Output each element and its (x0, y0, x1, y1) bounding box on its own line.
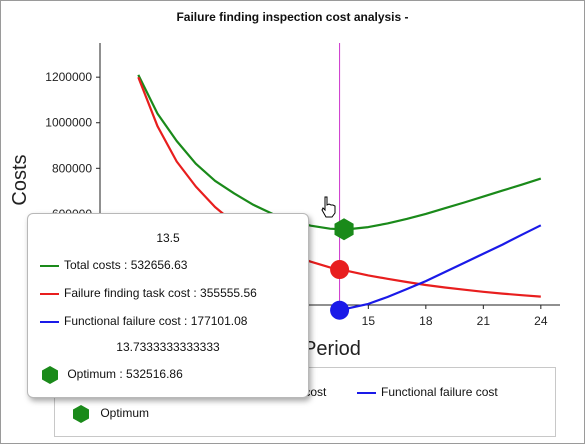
tooltip-label-functional-failure: Functional failure cost : 177101.08 (64, 314, 248, 328)
series-line-functional-failure-cost (339, 224, 542, 312)
tooltip-label-total: Total costs : 532656.63 (64, 258, 188, 272)
tooltip-row-total: Total costs : 532656.63 (40, 257, 187, 273)
legend-label-functional-failure: Functional failure cost (381, 385, 498, 399)
tooltip-optimum-x: 13.7333333333333 (116, 340, 220, 354)
marker-functional-failure-cost (330, 300, 350, 320)
tooltip-label-failure-finding: Failure finding task cost : 355555.56 (64, 286, 257, 300)
y-axis-label: Costs (9, 154, 31, 205)
marker-failure-finding-task-cost (330, 260, 350, 280)
chart-tooltip: 13.5 Total costs : 532656.63 Failure fin… (27, 213, 309, 398)
marker-optimum (334, 218, 354, 241)
legend-item-optimum: Optimum (71, 404, 149, 424)
legend-label-optimum: Optimum (100, 406, 150, 421)
tooltip-x-value: 13.5 (156, 231, 180, 245)
hexagon-icon (73, 405, 89, 423)
legend-swatch-functional-failure (357, 391, 376, 394)
tooltip-swatch-total (40, 264, 59, 267)
hand-cursor-icon (321, 196, 336, 218)
tooltip-swatch-failure-finding (40, 292, 59, 295)
x-tick-label: 21 (477, 314, 491, 328)
tooltip-row-functional-failure: Functional failure cost : 177101.08 (40, 313, 247, 329)
legend-item-functional-failure: Functional failure cost (357, 384, 498, 400)
x-tick-label: 15 (362, 314, 376, 328)
chart-title: Failure finding inspection cost analysis… (176, 10, 409, 24)
x-tick-label: 24 (534, 314, 548, 328)
x-tick-label: 18 (419, 314, 433, 328)
tooltip-row-failure-finding: Failure finding task cost : 355555.56 (40, 285, 257, 301)
y-tick-label: 1000000 (45, 116, 92, 130)
x-axis-label: Period (303, 338, 361, 360)
hexagon-icon (42, 366, 58, 384)
tooltip-label-optimum: Optimum : 532516.86 (67, 367, 183, 382)
y-tick-label: 800000 (52, 161, 92, 175)
tooltip-row-optimum: Optimum : 532516.86 (40, 365, 183, 384)
tooltip-swatch-functional-failure (40, 320, 59, 323)
y-tick-label: 1200000 (45, 70, 92, 84)
